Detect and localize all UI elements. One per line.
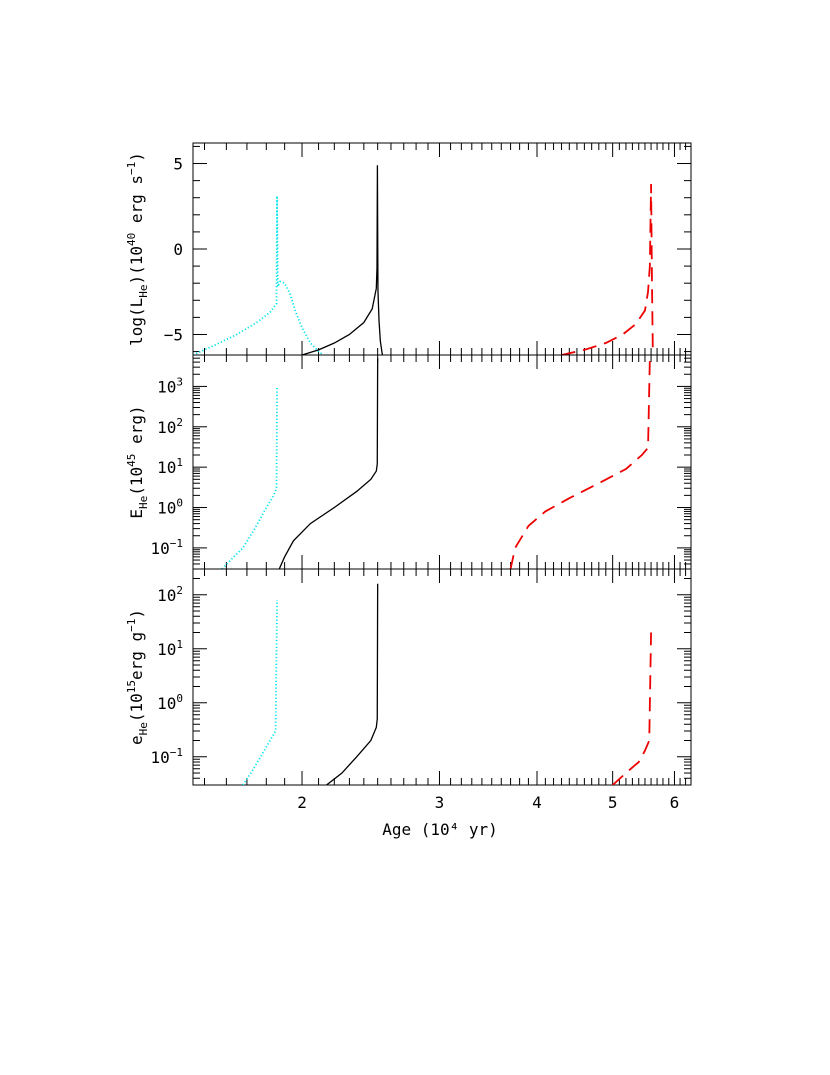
panel-frame [192, 142, 692, 356]
y-tick-label: 0 [173, 240, 183, 259]
y-tick-label: 103 [157, 375, 183, 396]
x-tick-label: 4 [532, 793, 542, 812]
panel-luminosity: 5 0 −5 log(LHe)(1040 erg s−1) [125, 142, 692, 356]
panel-frame [192, 568, 692, 786]
x-tick-label: 2 [297, 793, 307, 812]
panel-frame [192, 354, 692, 570]
y-axis-title: EHe(1045 erg) [125, 405, 150, 518]
series-line-cyan [221, 386, 278, 569]
series-line-red [561, 184, 654, 355]
series-line-black [278, 358, 379, 569]
y-tick-label: 102 [157, 416, 183, 437]
y-axis-title: eHe(1015erg g−1) [125, 609, 150, 745]
x-tick-label: 3 [435, 793, 445, 812]
series-line-cyan [193, 195, 324, 355]
x-axis: 2 3 4 5 6 [297, 793, 679, 812]
y-tick-label: 102 [157, 584, 183, 605]
y-tick-label: 10−1 [150, 537, 183, 558]
series-line-black [326, 583, 379, 785]
y-tick-label: 10−1 [150, 746, 183, 767]
series-line-black [301, 165, 384, 355]
series-line-red [509, 358, 651, 569]
x-tick-label: 6 [670, 793, 680, 812]
y-tick-label: 101 [157, 638, 183, 659]
y-tick-label: 100 [157, 497, 183, 518]
y-tick-label: 5 [173, 155, 183, 174]
y-tick-label: 100 [157, 692, 183, 713]
y-tick-label: −5 [164, 325, 183, 344]
series-line-cyan [242, 599, 278, 785]
x-axis-title: Age (10⁴ yr) [382, 820, 498, 839]
y-tick-label: 101 [157, 456, 183, 477]
y-axis-title: log(LHe)(1040 erg s−1) [125, 152, 150, 346]
panel-energy: 10−1 100 101 102 103 EHe(1045 erg) [125, 354, 692, 570]
series-line-red [612, 632, 652, 785]
panel-specific-energy: 10−1 100 101 102 eHe(1015erg g−1) [125, 568, 692, 786]
x-tick-label: 5 [608, 793, 618, 812]
